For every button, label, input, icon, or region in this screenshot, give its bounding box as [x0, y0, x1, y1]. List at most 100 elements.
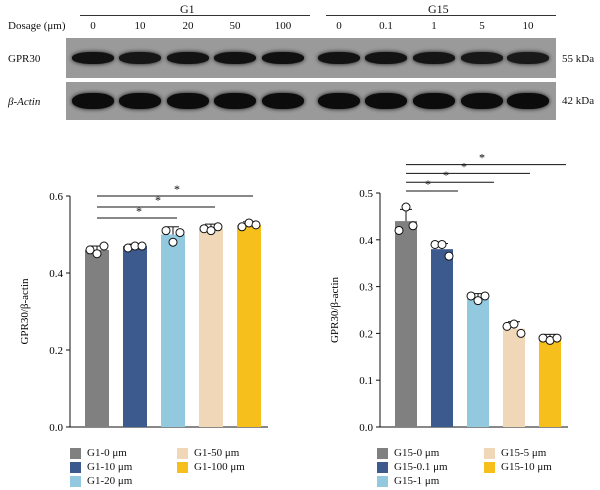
legend-item: G1-50 μm [177, 447, 239, 459]
data-point [168, 237, 178, 247]
y-tick-label: 0.5 [359, 188, 373, 200]
row-label-gpr30: GPR30 [8, 53, 41, 65]
legend-item: G1-0 μm [70, 447, 127, 459]
legend-label: G1-100 μm [194, 461, 245, 473]
significance-star: * [479, 151, 485, 165]
legend-swatch [377, 461, 388, 473]
blot-band [507, 52, 549, 64]
data-point [473, 296, 483, 306]
bar [431, 249, 453, 427]
y-tick-label: 0.0 [359, 422, 373, 434]
legend-swatch [484, 447, 495, 459]
significance-star: * [461, 159, 467, 173]
dosage-label: Dosage (μm) [8, 20, 66, 32]
data-point [516, 328, 526, 338]
legend-item: G1-10 μm [70, 461, 132, 473]
group-title-g1: G1 [180, 2, 195, 16]
blot-band [318, 52, 360, 64]
data-point [237, 222, 247, 232]
legend-g1: G1-0 μm G1-10 μm G1-20 μm G1-50 μm G1-100 μm [70, 447, 290, 487]
dose-label: 0 [90, 20, 96, 32]
blot-band [167, 93, 209, 109]
dose-label: 20 [182, 20, 194, 32]
data-point [394, 225, 404, 235]
data-point [213, 222, 223, 232]
data-point [444, 251, 454, 261]
data-point [85, 245, 95, 255]
y-tick-label: 0.1 [359, 375, 373, 387]
significance-star: * [174, 182, 180, 196]
dose-label: 10 [522, 20, 534, 32]
blot-band [72, 52, 114, 64]
group-line-g15 [326, 15, 556, 16]
dose-label: 100 [274, 20, 292, 32]
y-tick-label: 0.4 [49, 268, 63, 280]
data-point [408, 221, 418, 231]
y-tick-label: 0.2 [359, 328, 373, 340]
data-point [466, 291, 476, 301]
legend-item: G15-10 μm [484, 461, 552, 473]
dose-label: 5 [479, 20, 485, 32]
data-point [480, 291, 490, 301]
blot-band [318, 93, 360, 109]
dose-label: 1 [431, 20, 437, 32]
blot-band [262, 93, 304, 109]
legend-label: G15-0 μm [394, 447, 440, 459]
data-point [92, 249, 102, 259]
data-point [206, 226, 216, 236]
dose-label: 10 [134, 20, 146, 32]
legend-item: G1-100 μm [177, 461, 245, 473]
data-point [99, 241, 109, 251]
y-tick-label: 0.3 [359, 282, 373, 294]
legend-swatch [177, 461, 188, 473]
legend-g15: G15-0 μm G15-0.1 μm G15-1 μm G15-5 μm G15-10… [377, 447, 597, 487]
dose-label: 50 [229, 20, 241, 32]
y-axis-label: GPR30/β-actin [19, 278, 31, 345]
blot-band [214, 93, 256, 109]
legend-item: G1-20 μm [70, 475, 132, 487]
blot-band [119, 93, 161, 109]
legend-item: G15-1 μm [377, 475, 439, 487]
kda-label-gpr30: 55 kDa [562, 53, 595, 65]
kda-label-beta-actin: 42 kDa [562, 95, 595, 107]
blot-band [365, 52, 407, 64]
legend-swatch [70, 461, 81, 473]
blot-band [413, 93, 455, 109]
y-tick-label: 0.4 [359, 235, 373, 247]
blot-band [461, 52, 503, 64]
legend-label: G1-0 μm [87, 447, 127, 459]
data-point [437, 239, 447, 249]
blot-band [262, 52, 304, 64]
group-title-g15: G15 [428, 2, 449, 16]
blot-strip-gpr30 [66, 38, 556, 78]
legend-swatch [377, 447, 388, 459]
data-point [175, 228, 185, 238]
bar-chart-g1: 0.0 0.2 0.4 0.6 GPR30/β-actin * * * [19, 182, 268, 434]
bar [539, 338, 561, 427]
legend-item: G15-0.1 μm [377, 461, 448, 473]
data-point [161, 226, 171, 236]
data-point [509, 319, 519, 329]
legend-label: G1-50 μm [194, 447, 240, 459]
bar [161, 234, 185, 427]
blot-band [72, 93, 114, 109]
significance-star: * [425, 177, 431, 191]
bar [85, 249, 109, 427]
legend-item: G15-0 μm [377, 447, 439, 459]
legend-label: G1-10 μm [87, 461, 133, 473]
legend-label: G15-1 μm [394, 475, 440, 487]
blot-band [119, 52, 161, 64]
y-tick-label: 0.0 [49, 422, 63, 434]
legend-label: G15-5 μm [501, 447, 547, 459]
legend-swatch [177, 447, 188, 459]
group-line-g1 [80, 15, 310, 16]
legend-swatch [70, 475, 81, 487]
blot-band [507, 93, 549, 109]
bar [199, 228, 223, 427]
blot-strip-beta-actin [66, 82, 556, 120]
row-label-beta-actin-text: β-Actin [8, 96, 41, 108]
legend-swatch [484, 461, 495, 473]
blot-band [167, 52, 209, 64]
data-point [137, 241, 147, 251]
legend-swatch [377, 475, 388, 487]
